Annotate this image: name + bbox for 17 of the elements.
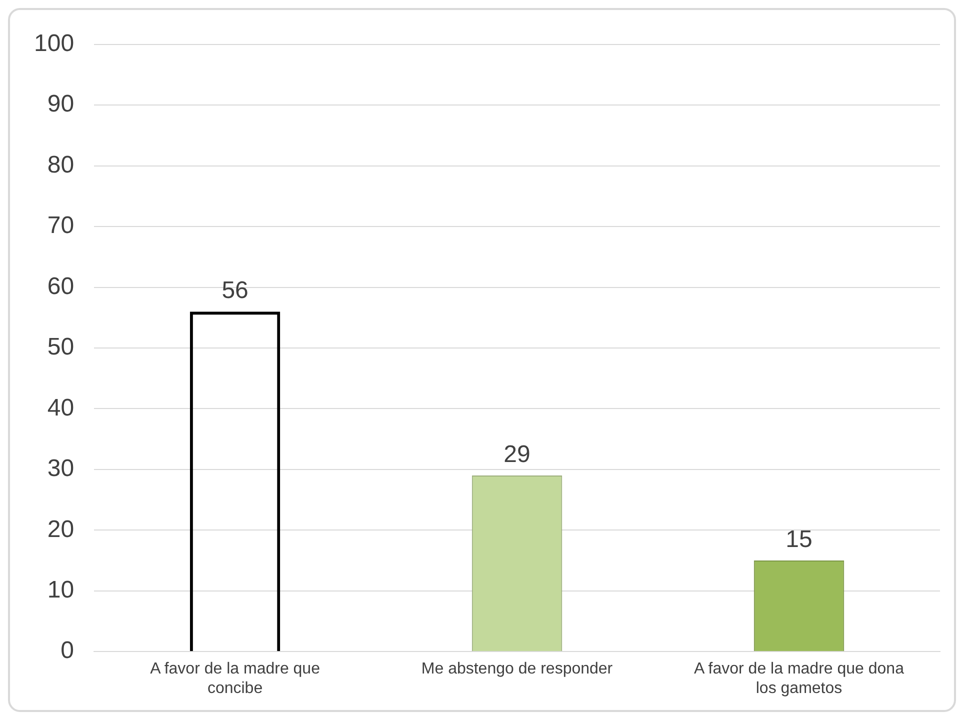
y-tick-label: 80 xyxy=(47,151,74,178)
y-tick-label: 60 xyxy=(47,272,74,300)
data-label: 56 xyxy=(222,277,248,304)
data-label: 15 xyxy=(786,526,812,554)
y-tick-label: 40 xyxy=(47,394,74,422)
x-tick-label: Me abstengo de responder xyxy=(421,660,614,678)
x-tick-label: A favor de la madre que concibe xyxy=(150,660,320,697)
y-tick-label: 10 xyxy=(47,576,74,604)
y-tick-label: 20 xyxy=(47,516,74,543)
data-label: 29 xyxy=(504,441,530,468)
x-tick-label: A favor de la madre que dona los gametos xyxy=(694,660,904,697)
y-tick-label: 30 xyxy=(47,455,74,482)
y-tick-label: 90 xyxy=(47,90,74,118)
y-tick-label: 50 xyxy=(47,334,74,361)
y-tick-label: 100 xyxy=(34,30,74,58)
y-tick-label: 0 xyxy=(60,637,74,664)
y-tick-label: 70 xyxy=(47,212,74,240)
